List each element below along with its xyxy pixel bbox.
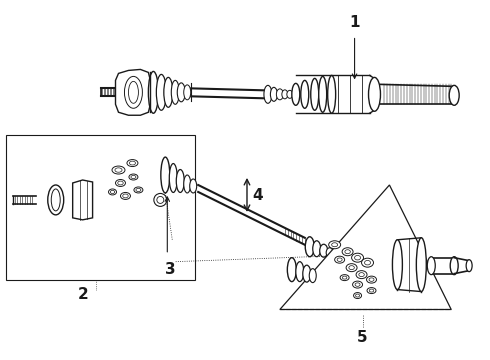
Ellipse shape [184,85,191,100]
Ellipse shape [369,278,374,282]
Ellipse shape [356,271,367,279]
Ellipse shape [292,84,300,105]
Ellipse shape [127,159,138,167]
Ellipse shape [129,174,138,180]
Ellipse shape [116,180,125,186]
Ellipse shape [352,253,364,262]
Circle shape [53,210,59,216]
Ellipse shape [136,188,141,192]
Circle shape [60,203,67,210]
Ellipse shape [115,168,122,172]
Ellipse shape [354,293,362,298]
Ellipse shape [124,76,143,108]
Ellipse shape [346,264,357,272]
Ellipse shape [365,260,370,265]
Text: 4: 4 [253,188,263,203]
Polygon shape [116,69,150,115]
Ellipse shape [303,265,311,282]
Ellipse shape [313,241,321,257]
Ellipse shape [169,163,177,193]
Polygon shape [280,185,451,310]
Ellipse shape [51,189,60,211]
Ellipse shape [276,89,283,100]
Ellipse shape [416,238,426,292]
Ellipse shape [311,78,319,110]
Ellipse shape [337,258,342,261]
Ellipse shape [334,252,342,260]
Ellipse shape [148,71,158,113]
Ellipse shape [362,258,373,267]
Ellipse shape [301,80,309,108]
Ellipse shape [450,257,458,275]
Ellipse shape [131,175,136,179]
Ellipse shape [282,90,288,99]
Ellipse shape [368,77,380,111]
Ellipse shape [156,75,166,110]
Ellipse shape [345,250,350,254]
Ellipse shape [367,276,376,283]
Ellipse shape [392,240,402,289]
Ellipse shape [319,244,328,257]
Ellipse shape [328,75,336,113]
Polygon shape [73,180,93,220]
Ellipse shape [121,193,130,199]
Text: 2: 2 [77,287,88,302]
Ellipse shape [129,161,135,165]
Ellipse shape [326,248,333,258]
Circle shape [45,190,51,197]
Ellipse shape [118,181,123,185]
Ellipse shape [287,90,293,98]
Text: 1: 1 [349,15,360,30]
Ellipse shape [190,179,196,193]
Ellipse shape [128,81,138,103]
Ellipse shape [296,262,304,282]
Ellipse shape [318,76,327,112]
Ellipse shape [161,157,170,193]
Ellipse shape [305,237,314,257]
Ellipse shape [48,185,64,215]
Ellipse shape [329,241,341,249]
Ellipse shape [427,257,435,275]
Text: 3: 3 [165,262,175,277]
Ellipse shape [122,194,128,198]
Text: 5: 5 [357,330,368,345]
Ellipse shape [287,258,296,282]
Ellipse shape [355,283,360,286]
Ellipse shape [177,83,185,102]
Circle shape [53,184,59,190]
Ellipse shape [112,166,125,174]
Ellipse shape [355,256,361,260]
Ellipse shape [264,85,272,103]
Ellipse shape [332,243,338,247]
Ellipse shape [154,193,167,206]
Ellipse shape [157,197,164,203]
Bar [6,135,195,280]
Ellipse shape [184,175,191,193]
Ellipse shape [369,289,374,292]
Ellipse shape [367,288,376,293]
Ellipse shape [270,87,277,101]
Ellipse shape [349,266,354,270]
Ellipse shape [449,85,459,105]
Ellipse shape [342,248,353,256]
Ellipse shape [108,189,117,195]
Circle shape [60,190,67,197]
Ellipse shape [466,260,472,272]
Ellipse shape [172,80,179,104]
Ellipse shape [335,256,344,263]
Ellipse shape [359,273,364,276]
Ellipse shape [340,275,349,280]
Ellipse shape [353,281,363,288]
Ellipse shape [343,276,347,279]
Ellipse shape [176,170,184,193]
Ellipse shape [356,294,360,297]
Circle shape [45,203,51,210]
Ellipse shape [134,187,143,193]
Ellipse shape [309,269,316,283]
Ellipse shape [110,190,115,194]
Ellipse shape [164,77,173,107]
